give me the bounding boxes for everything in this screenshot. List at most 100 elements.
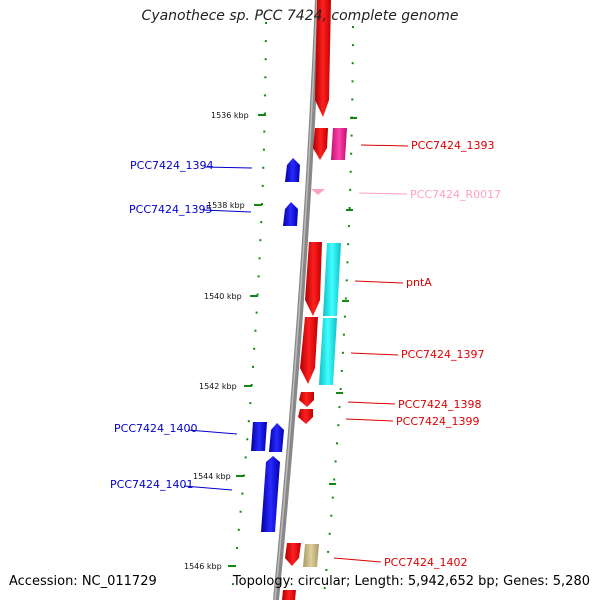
tick-dot	[246, 438, 249, 441]
feature-pntA-cyan[interactable]	[323, 243, 341, 316]
tick-dot	[351, 80, 354, 83]
tick-dot	[350, 134, 353, 137]
tick-dot	[348, 207, 351, 209]
right-major-ticks	[329, 117, 357, 485]
tick-dot	[263, 130, 266, 133]
tick-dot	[351, 98, 354, 101]
tick-dot	[263, 112, 266, 115]
tick-dot	[249, 402, 252, 405]
tick-dot	[340, 369, 343, 372]
genome-title: Cyanothece sp. PCC 7424, complete genome	[141, 8, 459, 24]
feature-pcc7424-1393[interactable]	[313, 128, 328, 160]
major-ticks	[228, 114, 266, 567]
feature-pcc7424-1401[interactable]	[261, 456, 280, 532]
tick-label-1546: 1546 kbp	[184, 562, 222, 571]
tick-label-1538: 1538 kbp	[207, 201, 245, 210]
tick-dot	[349, 170, 352, 173]
tick-dot	[258, 257, 261, 260]
genome-backbone-highlight	[274, 0, 318, 600]
tick-dot	[327, 550, 330, 553]
label-pcc7424-1398[interactable]: PCC7424_1398	[398, 398, 481, 411]
right-tick-marks	[323, 26, 354, 590]
feature-pcc7424-1394[interactable]	[285, 158, 300, 182]
feature-pcc7424-1399[interactable]	[298, 409, 313, 424]
label-pcc7424-1401[interactable]: PCC7424_1401	[110, 478, 193, 491]
topology-label: Topology: circular; Length: 5,942,652 bp…	[232, 574, 590, 589]
tick-dot	[247, 420, 250, 423]
tick-label-1536: 1536 kbp	[211, 111, 249, 120]
tick-label-1540: 1540 kbp	[204, 292, 242, 301]
tick-dot	[351, 62, 354, 65]
feature-red-top[interactable]	[315, 0, 331, 117]
feature-pcc7424-1400-b[interactable]	[269, 423, 284, 452]
tick-dot	[260, 221, 263, 224]
label-pcc7424-1395[interactable]: PCC7424_1395	[129, 203, 212, 216]
label-pcc7424-1394[interactable]: PCC7424_1394	[130, 159, 213, 172]
tick-dot	[235, 546, 238, 549]
feature-pcc7424-1397[interactable]	[300, 317, 318, 384]
tick-dot	[330, 514, 333, 517]
tick-dot	[333, 478, 336, 481]
tick-label-1542: 1542 kbp	[199, 382, 237, 391]
label-pcc7424-1400[interactable]: PCC7424_1400	[114, 422, 197, 435]
tick-dot	[337, 424, 340, 427]
tick-dot	[253, 347, 256, 350]
tick-dot	[338, 406, 341, 409]
tick-dot	[262, 166, 265, 169]
scale-labels: 1536 kbp 1538 kbp 1540 kbp 1542 kbp 1544…	[184, 111, 249, 571]
tick-dot	[259, 239, 262, 242]
tick-dot	[347, 243, 350, 246]
tick-dot	[264, 40, 267, 43]
tick-dot	[325, 569, 328, 571]
tick-dot	[252, 365, 254, 368]
tick-dot	[264, 58, 267, 61]
tick-dot	[239, 510, 242, 513]
feature-pcc7424-r0017[interactable]	[311, 189, 325, 195]
tick-dot	[257, 275, 260, 278]
tick-dot	[341, 351, 344, 354]
label-pcc7424-r0017[interactable]: PCC7424_R0017	[410, 188, 501, 201]
label-pcc7424-1402[interactable]: PCC7424_1402	[384, 556, 467, 569]
feature-pcc7424-1402[interactable]	[285, 543, 301, 566]
feature-pntA[interactable]	[305, 242, 322, 316]
tick-dot	[241, 492, 244, 495]
left-tick-marks	[231, 22, 267, 586]
label-pcc7424-1397[interactable]: PCC7424_1397	[401, 348, 484, 361]
gene-labels: PCC7424_1393 PCC7424_1394 PCC7424_R0017 …	[110, 139, 501, 569]
label-pntA[interactable]: pntA	[406, 276, 432, 289]
label-pcc7424-1399[interactable]: PCC7424_1399	[396, 415, 479, 428]
feature-pcc7424-1395[interactable]	[283, 202, 298, 226]
feature-pink-1393[interactable]	[331, 128, 347, 160]
tick-dot	[254, 329, 257, 332]
forward-strand-features	[282, 0, 347, 600]
tick-dot	[334, 460, 337, 463]
tick-dot	[237, 528, 240, 531]
feature-pcc7424-1400-a[interactable]	[251, 422, 267, 451]
tick-dot	[328, 532, 331, 535]
tick-dot	[244, 456, 247, 459]
feature-pcc7424-1402-olive[interactable]	[303, 544, 319, 567]
feature-red-bottom[interactable]	[282, 590, 296, 600]
accession-label: Accession: NC_011729	[9, 574, 157, 589]
label-pcc7424-1393[interactable]: PCC7424_1393	[411, 139, 494, 152]
tick-label-1544: 1544 kbp	[193, 472, 231, 481]
tick-dot	[262, 148, 265, 151]
feature-pcc7424-1398[interactable]	[299, 392, 314, 407]
feature-pcc7424-1397-cyan[interactable]	[319, 318, 337, 385]
tick-dot	[352, 26, 354, 28]
label-connectors	[183, 144, 409, 563]
tick-dot	[255, 311, 258, 314]
genome-backbone	[273, 0, 321, 600]
tick-dot	[351, 44, 354, 47]
tick-dot	[256, 293, 259, 296]
tick-dot	[243, 474, 246, 477]
tick-dot	[350, 152, 353, 155]
tick-dot	[265, 22, 267, 24]
tick-dot	[264, 94, 267, 97]
tick-dot	[331, 496, 334, 499]
tick-dot	[339, 388, 342, 390]
reverse-strand-features	[251, 158, 300, 532]
tick-dot	[323, 587, 326, 590]
tick-dot	[344, 297, 347, 300]
